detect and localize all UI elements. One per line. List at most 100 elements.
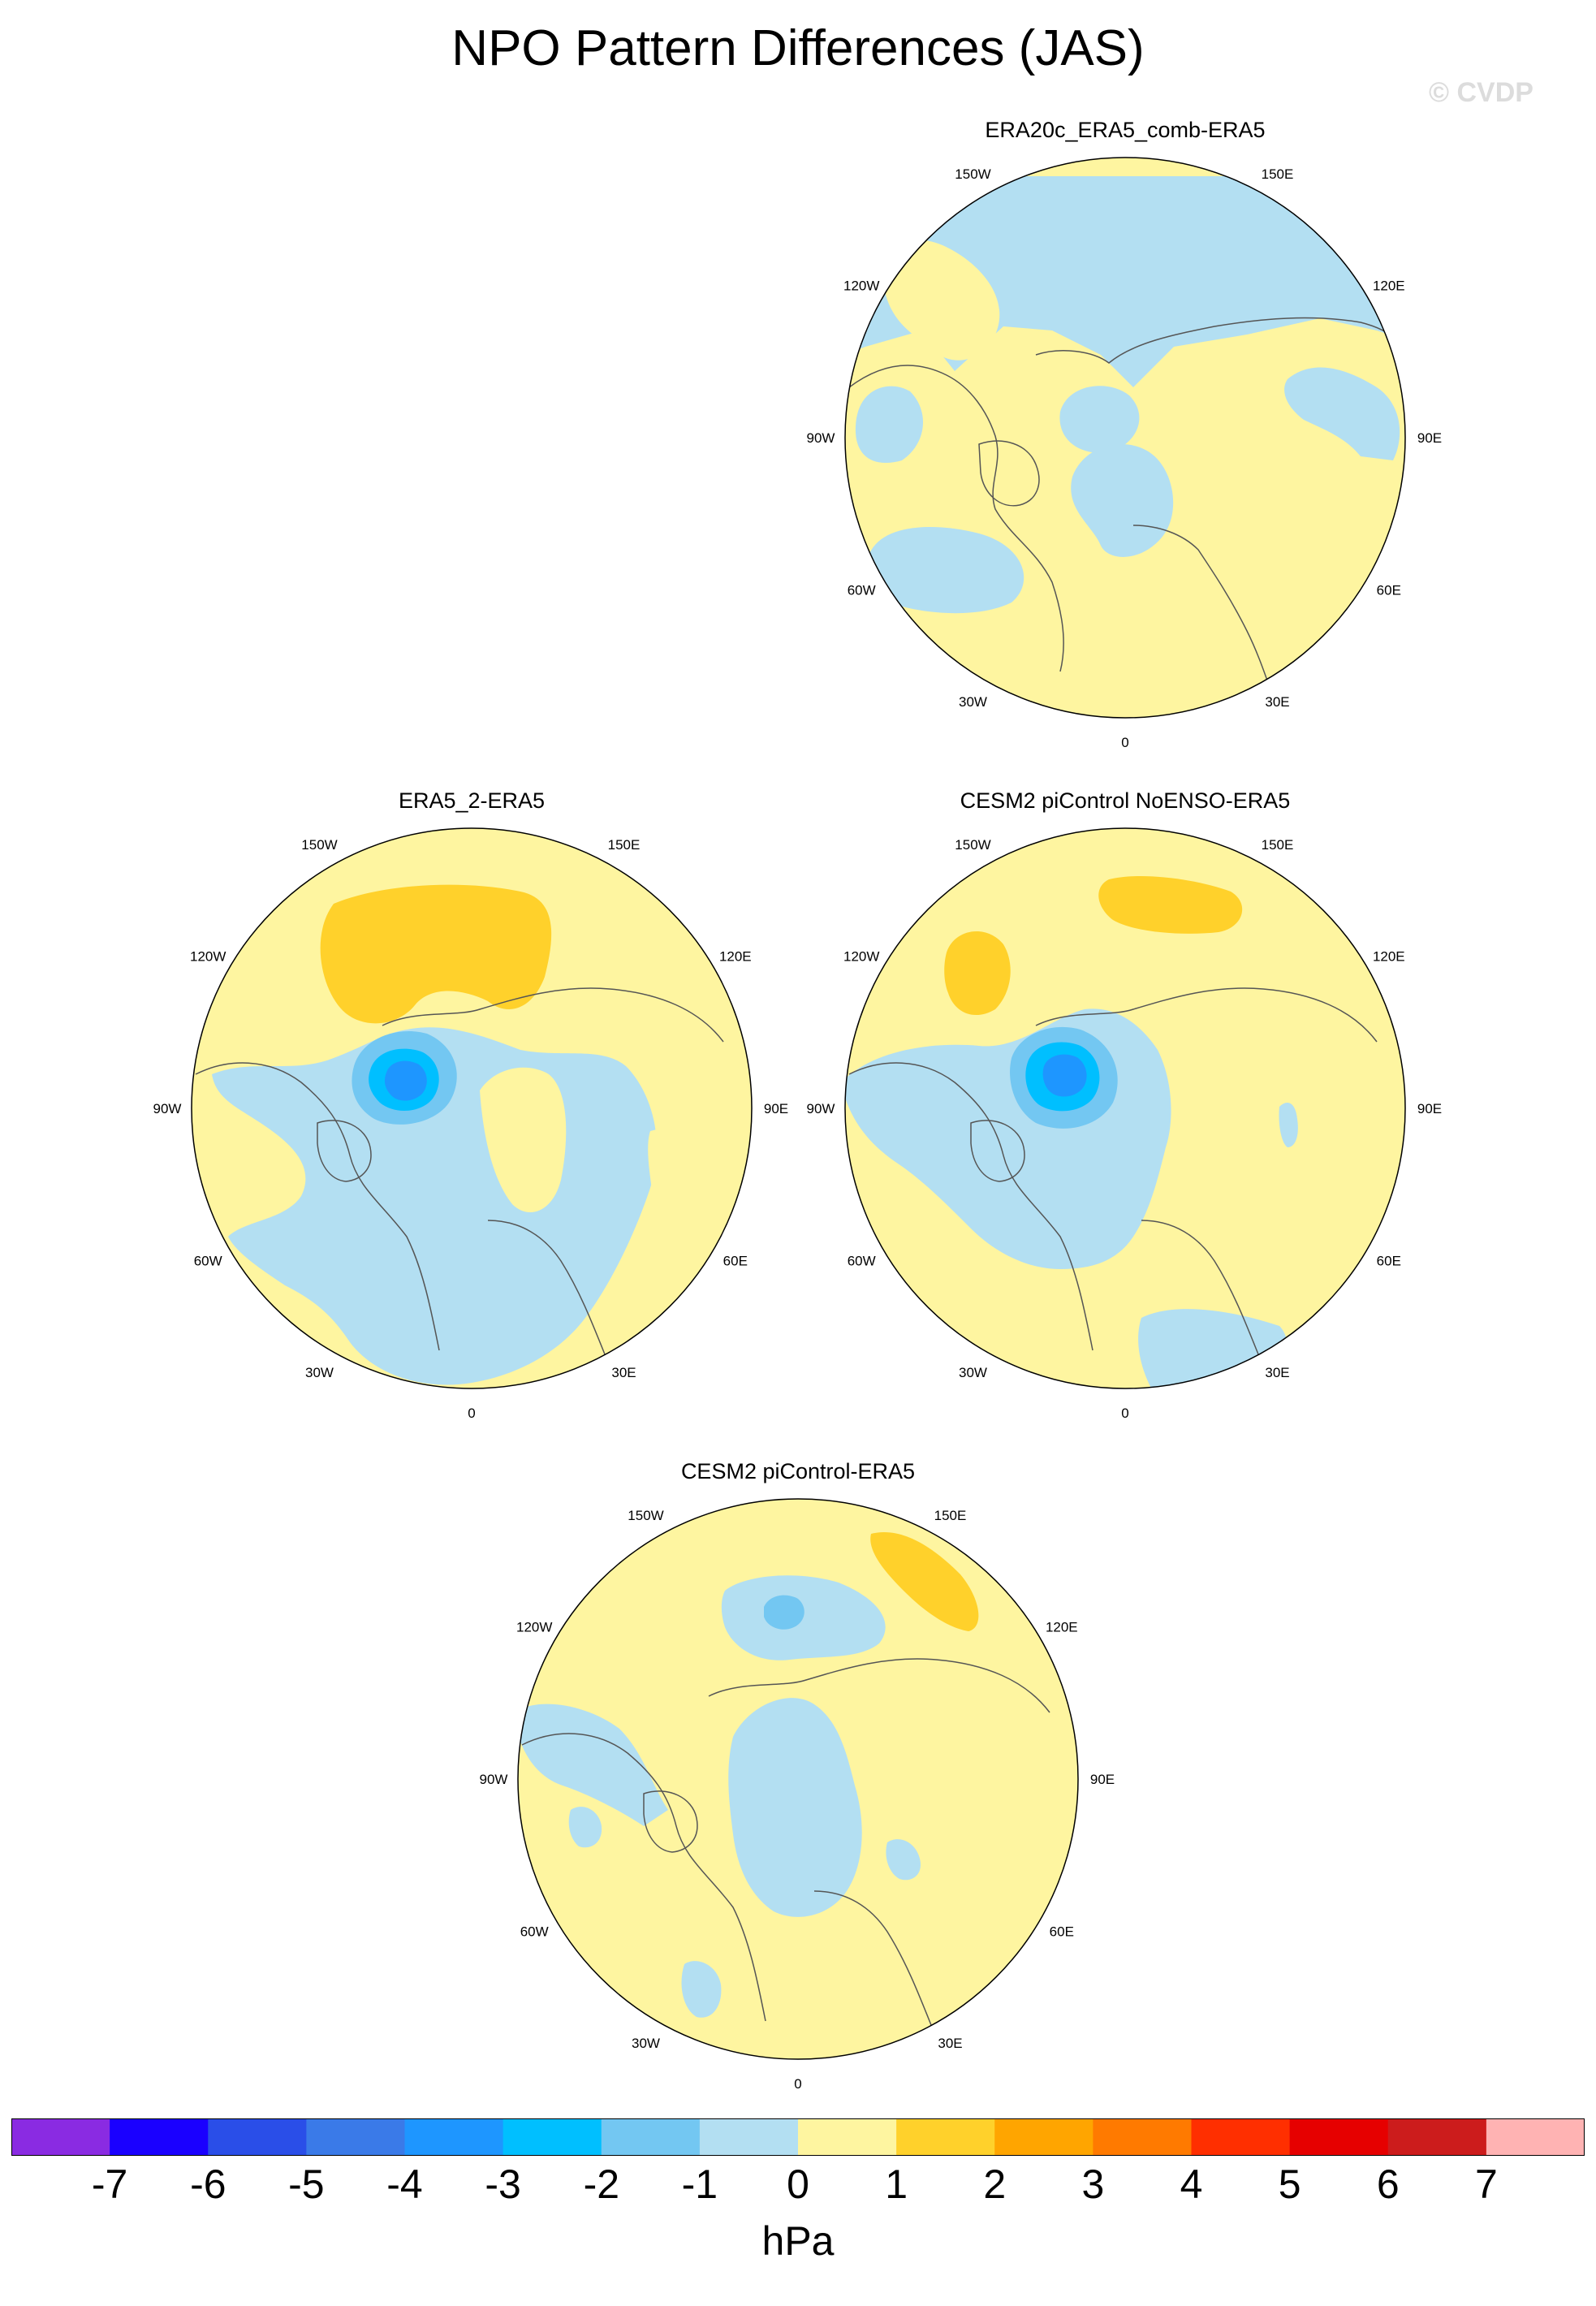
longitude-label: 90W xyxy=(807,1101,835,1116)
longitude-label: 90W xyxy=(480,1772,508,1787)
colorbar-tick-label: -1 xyxy=(681,2161,718,2207)
colorbar-swatch xyxy=(798,2118,897,2156)
longitude-label: 0 xyxy=(1121,735,1128,750)
colorbar-tick-label: -6 xyxy=(190,2161,226,2207)
map-boundary xyxy=(517,1498,1079,2060)
longitude-label: 120W xyxy=(843,279,879,294)
longitude-label: 90E xyxy=(1417,430,1442,446)
map-panel-era5-2: ERA5_2-ERA5 180150E120E90E60E30E030W60W9… xyxy=(139,787,804,1436)
panel-title: CESM2 piControl NoENSO-ERA5 xyxy=(960,788,1291,813)
colorbar-tick-label: 3 xyxy=(1081,2161,1105,2207)
colorbar-tick-label: -4 xyxy=(386,2161,423,2207)
coastline xyxy=(813,1890,937,2038)
longitude-label: 90E xyxy=(1417,1101,1442,1116)
longitude-label: 90E xyxy=(764,1101,788,1116)
colorbar-swatch xyxy=(110,2118,209,2156)
colorbar-swatch xyxy=(1289,2118,1389,2156)
map-boundary xyxy=(844,827,1406,1389)
longitude-label: 120E xyxy=(1373,949,1405,965)
longitude-label: 0 xyxy=(794,2076,801,2092)
colorbar-swatch xyxy=(11,2118,110,2156)
longitude-label: 60W xyxy=(848,1254,876,1269)
longitude-label: 120W xyxy=(843,949,879,965)
coastline xyxy=(1035,317,1405,372)
longitude-label: 60E xyxy=(1050,1924,1074,1940)
negative-anomaly-region xyxy=(384,1060,427,1101)
coastline xyxy=(708,1658,1050,1713)
coastline xyxy=(487,1220,610,1367)
coastline xyxy=(317,1120,372,1182)
longitude-label: 30W xyxy=(959,694,987,710)
colorbar-tick-label: 0 xyxy=(787,2161,809,2207)
colorbar-tick-label: -2 xyxy=(583,2161,620,2207)
colorbar-tick-label: -5 xyxy=(288,2161,325,2207)
longitude-label: 60E xyxy=(1377,1254,1401,1269)
negative-anomaly-region xyxy=(681,1961,722,2018)
longitude-label: 150W xyxy=(301,837,337,853)
coastline xyxy=(643,1790,698,1853)
longitude-label: 30E xyxy=(1265,1365,1289,1380)
map-panel-cesm2-noenso: CESM2 piControl NoENSO-ERA5 180150E120E9… xyxy=(792,787,1458,1436)
coastline xyxy=(970,1120,1025,1182)
negative-anomaly-region xyxy=(721,1575,886,1660)
watermark: © CVDP xyxy=(1429,77,1533,108)
colorbar-tick-label: 1 xyxy=(885,2161,908,2207)
colorbar-tick-label: -3 xyxy=(485,2161,521,2207)
coastline xyxy=(382,987,724,1043)
map-panel-era20c: ERA20c_ERA5_comb-ERA5 180150E120E90E60E3… xyxy=(792,116,1458,766)
negative-anomaly-region xyxy=(728,1698,862,1917)
coastline xyxy=(978,440,1040,507)
longitude-label: 60W xyxy=(194,1254,222,1269)
coastline xyxy=(1035,987,1378,1043)
colorbar-tick-label: 4 xyxy=(1180,2161,1203,2207)
longitude-label: 120W xyxy=(190,949,226,965)
positive-anomaly-region xyxy=(1098,875,1243,934)
colorbar-swatch xyxy=(1093,2118,1193,2156)
longitude-label: 150E xyxy=(1262,837,1294,853)
negative-anomaly-region xyxy=(568,1807,602,1848)
longitude-label: 60E xyxy=(1377,583,1401,598)
longitude-label: 150W xyxy=(955,166,990,182)
positive-anomaly-region xyxy=(648,1128,732,1253)
positive-anomaly-region xyxy=(883,240,1000,361)
longitude-labels: 180150E120E90E60E30E030W60W90W120W150W xyxy=(153,837,789,1421)
polar-map: 180150E120E90E60E30E030W60W90W120W150W xyxy=(807,157,1442,750)
polar-map: 180150E120E90E60E30E030W60W90W120W150W xyxy=(480,1498,1115,2092)
colorbar-swatch xyxy=(994,2118,1093,2156)
colorbar-swatch xyxy=(404,2118,504,2156)
colorbar-tick-label: 5 xyxy=(1278,2161,1301,2207)
longitude-label: 90W xyxy=(807,430,835,446)
negative-anomaly-region xyxy=(1071,444,1174,557)
longitude-label: 30E xyxy=(611,1365,636,1380)
negative-anomaly-region xyxy=(866,527,1024,614)
longitude-label: 30W xyxy=(305,1365,334,1380)
longitude-label: 90W xyxy=(153,1101,182,1116)
colorbar-tick-label: 6 xyxy=(1376,2161,1400,2207)
longitude-label: 0 xyxy=(468,1406,475,1421)
colorbar-swatch xyxy=(503,2118,602,2156)
colorbar-swatch xyxy=(208,2118,307,2156)
positive-anomaly-region xyxy=(320,884,552,1024)
longitude-label: 90E xyxy=(1090,1772,1115,1787)
panel-title: ERA5_2-ERA5 xyxy=(398,788,546,813)
longitude-label: 150W xyxy=(628,1508,663,1523)
longitude-label: 60W xyxy=(848,583,876,598)
longitude-label: 30W xyxy=(632,2036,660,2051)
longitude-label: 120W xyxy=(516,1620,552,1635)
coastline xyxy=(848,1062,1093,1351)
colorbar-tick-label: -7 xyxy=(91,2161,128,2207)
longitude-label: 60E xyxy=(723,1254,748,1269)
coastline xyxy=(195,1062,440,1351)
coastline xyxy=(848,365,1064,672)
colorbar-swatch xyxy=(1387,2118,1487,2156)
colorbar-swatch xyxy=(1191,2118,1291,2156)
polar-map: 180150E120E90E60E30E030W60W90W120W150W xyxy=(153,827,789,1421)
figure-title: NPO Pattern Differences (JAS) xyxy=(451,20,1145,76)
coastline xyxy=(1141,1220,1264,1367)
positive-anomaly-region xyxy=(480,1067,567,1212)
map-panel-cesm2: CESM2 piControl-ERA5 180150E120E90E60E30… xyxy=(465,1457,1131,2107)
colorbar-swatch xyxy=(306,2118,406,2156)
colorbar-tick-label: 7 xyxy=(1474,2161,1498,2207)
longitude-label: 150E xyxy=(608,837,641,853)
positive-anomaly-region xyxy=(944,931,1011,1016)
